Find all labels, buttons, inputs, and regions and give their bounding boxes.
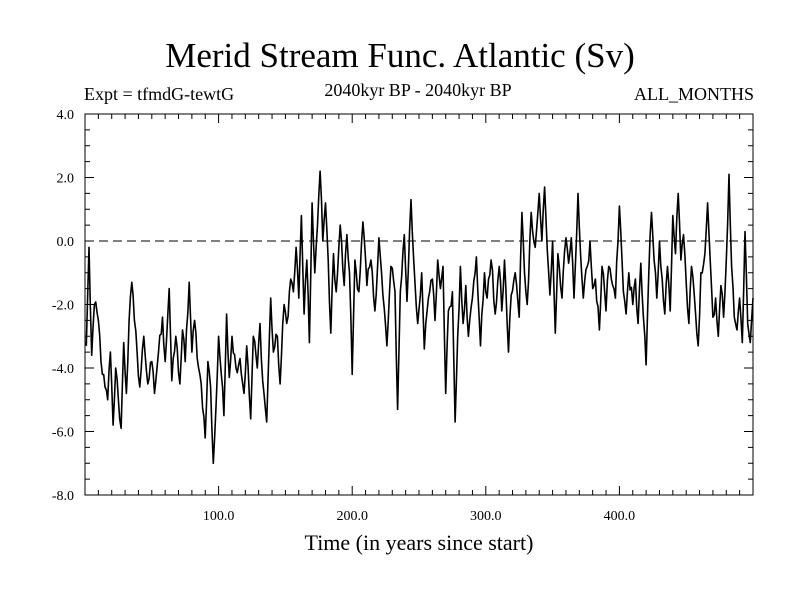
- x-tick-label: 400.0: [604, 509, 636, 524]
- x-axis-label: Time (in years since start): [304, 530, 534, 555]
- months-label: ALL_MONTHS: [634, 84, 754, 104]
- period-label: 2040kyr BP - 2040kyr BP: [324, 80, 512, 100]
- y-tick-label: 0.0: [57, 235, 75, 250]
- y-tick-label: -8.0: [52, 489, 74, 504]
- series-line: [85, 170, 754, 465]
- y-tick-label: -6.0: [52, 426, 74, 441]
- y-tick-label: 4.0: [57, 108, 75, 123]
- x-tick-label: 300.0: [470, 509, 502, 524]
- y-tick-label: -2.0: [52, 299, 74, 314]
- x-tick-label: 100.0: [203, 509, 235, 524]
- x-tick-label: 200.0: [336, 509, 368, 524]
- chart-title: Merid Stream Func. Atlantic (Sv): [165, 36, 635, 75]
- y-tick-label: -4.0: [52, 362, 74, 377]
- y-tick-label: 2.0: [57, 172, 75, 187]
- experiment-label: Expt = tfmdG-tewtG: [84, 84, 235, 104]
